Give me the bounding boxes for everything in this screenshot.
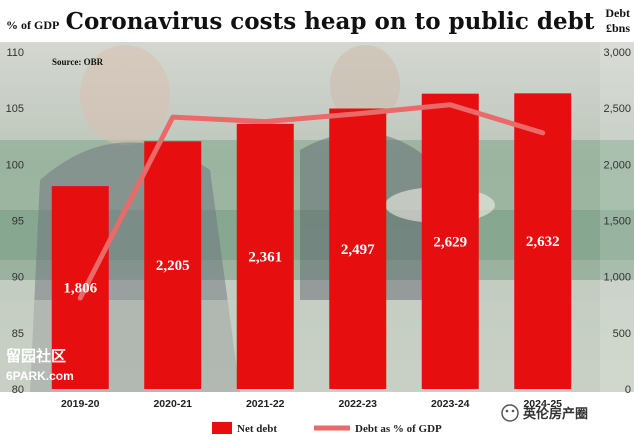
- bar-net-debt: [329, 108, 387, 390]
- left-tick-label: 80: [12, 384, 24, 396]
- right-tick-label: 500: [613, 328, 631, 340]
- line-series: [77, 102, 546, 301]
- right-tick-label: 2,500: [603, 103, 631, 115]
- category-label: 2022-23: [338, 398, 377, 410]
- left-axis-ticks: 80 85 90 95 100 105 110: [6, 47, 24, 396]
- legend-label-debt-pct: Debt as % of GDP: [355, 423, 442, 435]
- right-axis-ticks: 0 500 1,000 1,500 2,000 2,500 3,000: [603, 47, 631, 396]
- bar-net-debt: [514, 93, 572, 389]
- bar-net-debt: [421, 93, 479, 390]
- chart-title: Coronavirus costs heap on to public debt: [66, 8, 595, 35]
- watermark-left: 留园社区 6PARK.com: [6, 347, 74, 383]
- watermark-right-text: 英伦房产圈: [522, 406, 588, 422]
- watermark-right: 英伦房产圈: [501, 404, 588, 422]
- bar-net-debt: [236, 123, 294, 389]
- bar-net-debt: [51, 186, 109, 389]
- bar-value-label: 1,806: [63, 281, 97, 297]
- right-tick-label: 0: [625, 384, 631, 396]
- category-label: 2019-20: [61, 398, 100, 410]
- left-tick-label: 100: [6, 159, 24, 171]
- left-tick-label: 90: [12, 272, 24, 284]
- data-labels: 1,806 2,205 2,361 2,497 2,629 2,632: [63, 234, 559, 296]
- bar-value-label: 2,205: [156, 258, 190, 274]
- left-tick-label: 110: [6, 47, 24, 59]
- right-tick-label: 1,500: [603, 216, 631, 228]
- wechat-icon-eye-left: [505, 409, 509, 413]
- bar-value-label: 2,632: [526, 234, 560, 250]
- source-note: Source: OBR: [52, 57, 104, 67]
- legend-bar-swatch: [212, 422, 232, 434]
- bar-series: [51, 93, 572, 390]
- left-tick-label: 95: [12, 216, 24, 228]
- right-axis-title-line1: Debt: [605, 6, 630, 20]
- left-axis-title: % of GDP: [6, 18, 59, 32]
- category-label: 2023-24: [431, 398, 470, 410]
- category-label: 2024-25: [523, 398, 562, 410]
- right-axis-title-line2: £bns: [606, 21, 630, 35]
- category-label: 2020-21: [153, 398, 192, 410]
- legend: Net debt Debt as % of GDP: [212, 422, 442, 435]
- bar-value-label: 2,361: [248, 249, 282, 265]
- line-debt-pct-gdp: [77, 102, 546, 301]
- right-tick-label: 2,000: [603, 159, 631, 171]
- wechat-icon: [501, 404, 519, 422]
- right-tick-label: 3,000: [603, 47, 631, 59]
- left-tick-label: 105: [6, 103, 24, 115]
- bar-value-label: 2,497: [341, 242, 375, 258]
- category-label: 2021-22: [246, 398, 285, 410]
- category-labels: 2019-20 2020-21 2021-22 2022-23 2023-24 2024-…: [61, 398, 562, 410]
- wechat-icon-eye-right: [511, 409, 515, 413]
- right-tick-label: 1,000: [603, 272, 631, 284]
- legend-label-net-debt: Net debt: [237, 423, 277, 435]
- bar-net-debt: [144, 141, 202, 389]
- left-tick-label: 85: [12, 328, 24, 340]
- bar-value-label: 2,629: [433, 234, 467, 250]
- watermark-left-en: 6PARK.com: [6, 369, 74, 383]
- watermark-left-cn: 留园社区: [6, 347, 66, 365]
